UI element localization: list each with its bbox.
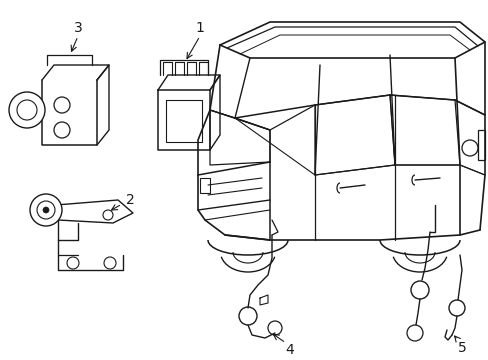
Circle shape (9, 92, 45, 128)
Text: 4: 4 (285, 343, 294, 357)
Text: 5: 5 (457, 341, 466, 355)
Circle shape (43, 207, 49, 213)
Text: 2: 2 (125, 193, 134, 207)
Circle shape (30, 194, 62, 226)
Text: 3: 3 (74, 21, 82, 35)
Text: 1: 1 (195, 21, 204, 35)
